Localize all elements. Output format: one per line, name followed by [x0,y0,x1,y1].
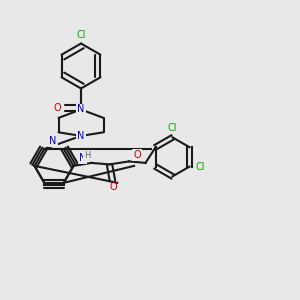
Text: N: N [49,136,57,146]
Text: O: O [134,150,141,161]
Text: N: N [79,153,86,164]
Text: N: N [77,131,85,141]
Text: O: O [53,103,61,113]
Text: H: H [84,152,90,160]
Text: Cl: Cl [76,29,86,40]
Text: N: N [77,104,85,115]
Text: O: O [110,182,117,193]
Text: Cl: Cl [168,123,177,134]
Text: Cl: Cl [195,162,205,172]
